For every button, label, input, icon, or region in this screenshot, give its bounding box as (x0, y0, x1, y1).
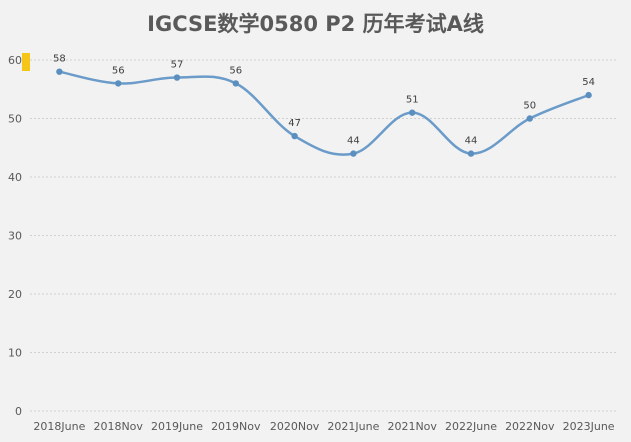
y-axis: 0 10 20 30 40 50 60 (8, 53, 30, 418)
data-point (585, 91, 592, 99)
series-line (59, 70, 590, 156)
data-label: 44 (347, 136, 360, 147)
y-tick-label: 30 (8, 230, 22, 243)
x-tick-label: 2018Nov (93, 420, 143, 433)
chart-title: IGCSE数学0580 P2 历年考试A线 (147, 12, 484, 36)
data-point (56, 68, 63, 75)
data-point (232, 80, 239, 87)
x-tick-label: 2019Nov (211, 420, 261, 433)
x-tick-label: 2021June (327, 420, 379, 433)
x-tick-label: 2022Nov (505, 420, 555, 433)
x-tick-label: 2019June (151, 420, 203, 433)
x-tick-label: 2021Nov (387, 420, 437, 433)
data-point (173, 74, 181, 81)
y-tick-label: 20 (8, 288, 22, 301)
x-tick-label: 2023June (563, 420, 615, 433)
y-tick-label: 60 (8, 54, 22, 67)
y-tick-label: 0 (15, 405, 22, 418)
data-point (526, 115, 533, 122)
x-tick-label: 2018June (33, 420, 85, 433)
y-tick-label: 50 (8, 113, 22, 126)
data-label: 51 (406, 95, 419, 106)
data-label: 58 (53, 54, 66, 65)
data-label: 56 (229, 65, 242, 76)
y-tick-label: 40 (8, 171, 22, 184)
y-tick-label: 10 (8, 347, 22, 360)
data-point (115, 80, 122, 87)
x-axis: 2018June 2018Nov 2019June 2019Nov 2020Nov 202… (33, 420, 614, 433)
data-point (409, 109, 416, 116)
data-label: 57 (171, 60, 184, 71)
data-label: 54 (582, 77, 595, 88)
highlight-marker (22, 53, 30, 71)
data-label: 47 (288, 118, 301, 129)
data-label: 50 (523, 101, 536, 112)
data-labels: 58 56 57 56 47 44 51 44 50 54 (53, 54, 595, 147)
data-point (467, 150, 475, 157)
grid-layer (30, 59, 618, 412)
data-label: 44 (465, 136, 478, 147)
data-point (350, 150, 357, 157)
series-layer (56, 68, 592, 157)
x-tick-label: 2022June (445, 420, 497, 433)
data-point (291, 132, 298, 140)
data-label: 56 (112, 65, 125, 76)
x-tick-label: 2020Nov (270, 420, 320, 433)
